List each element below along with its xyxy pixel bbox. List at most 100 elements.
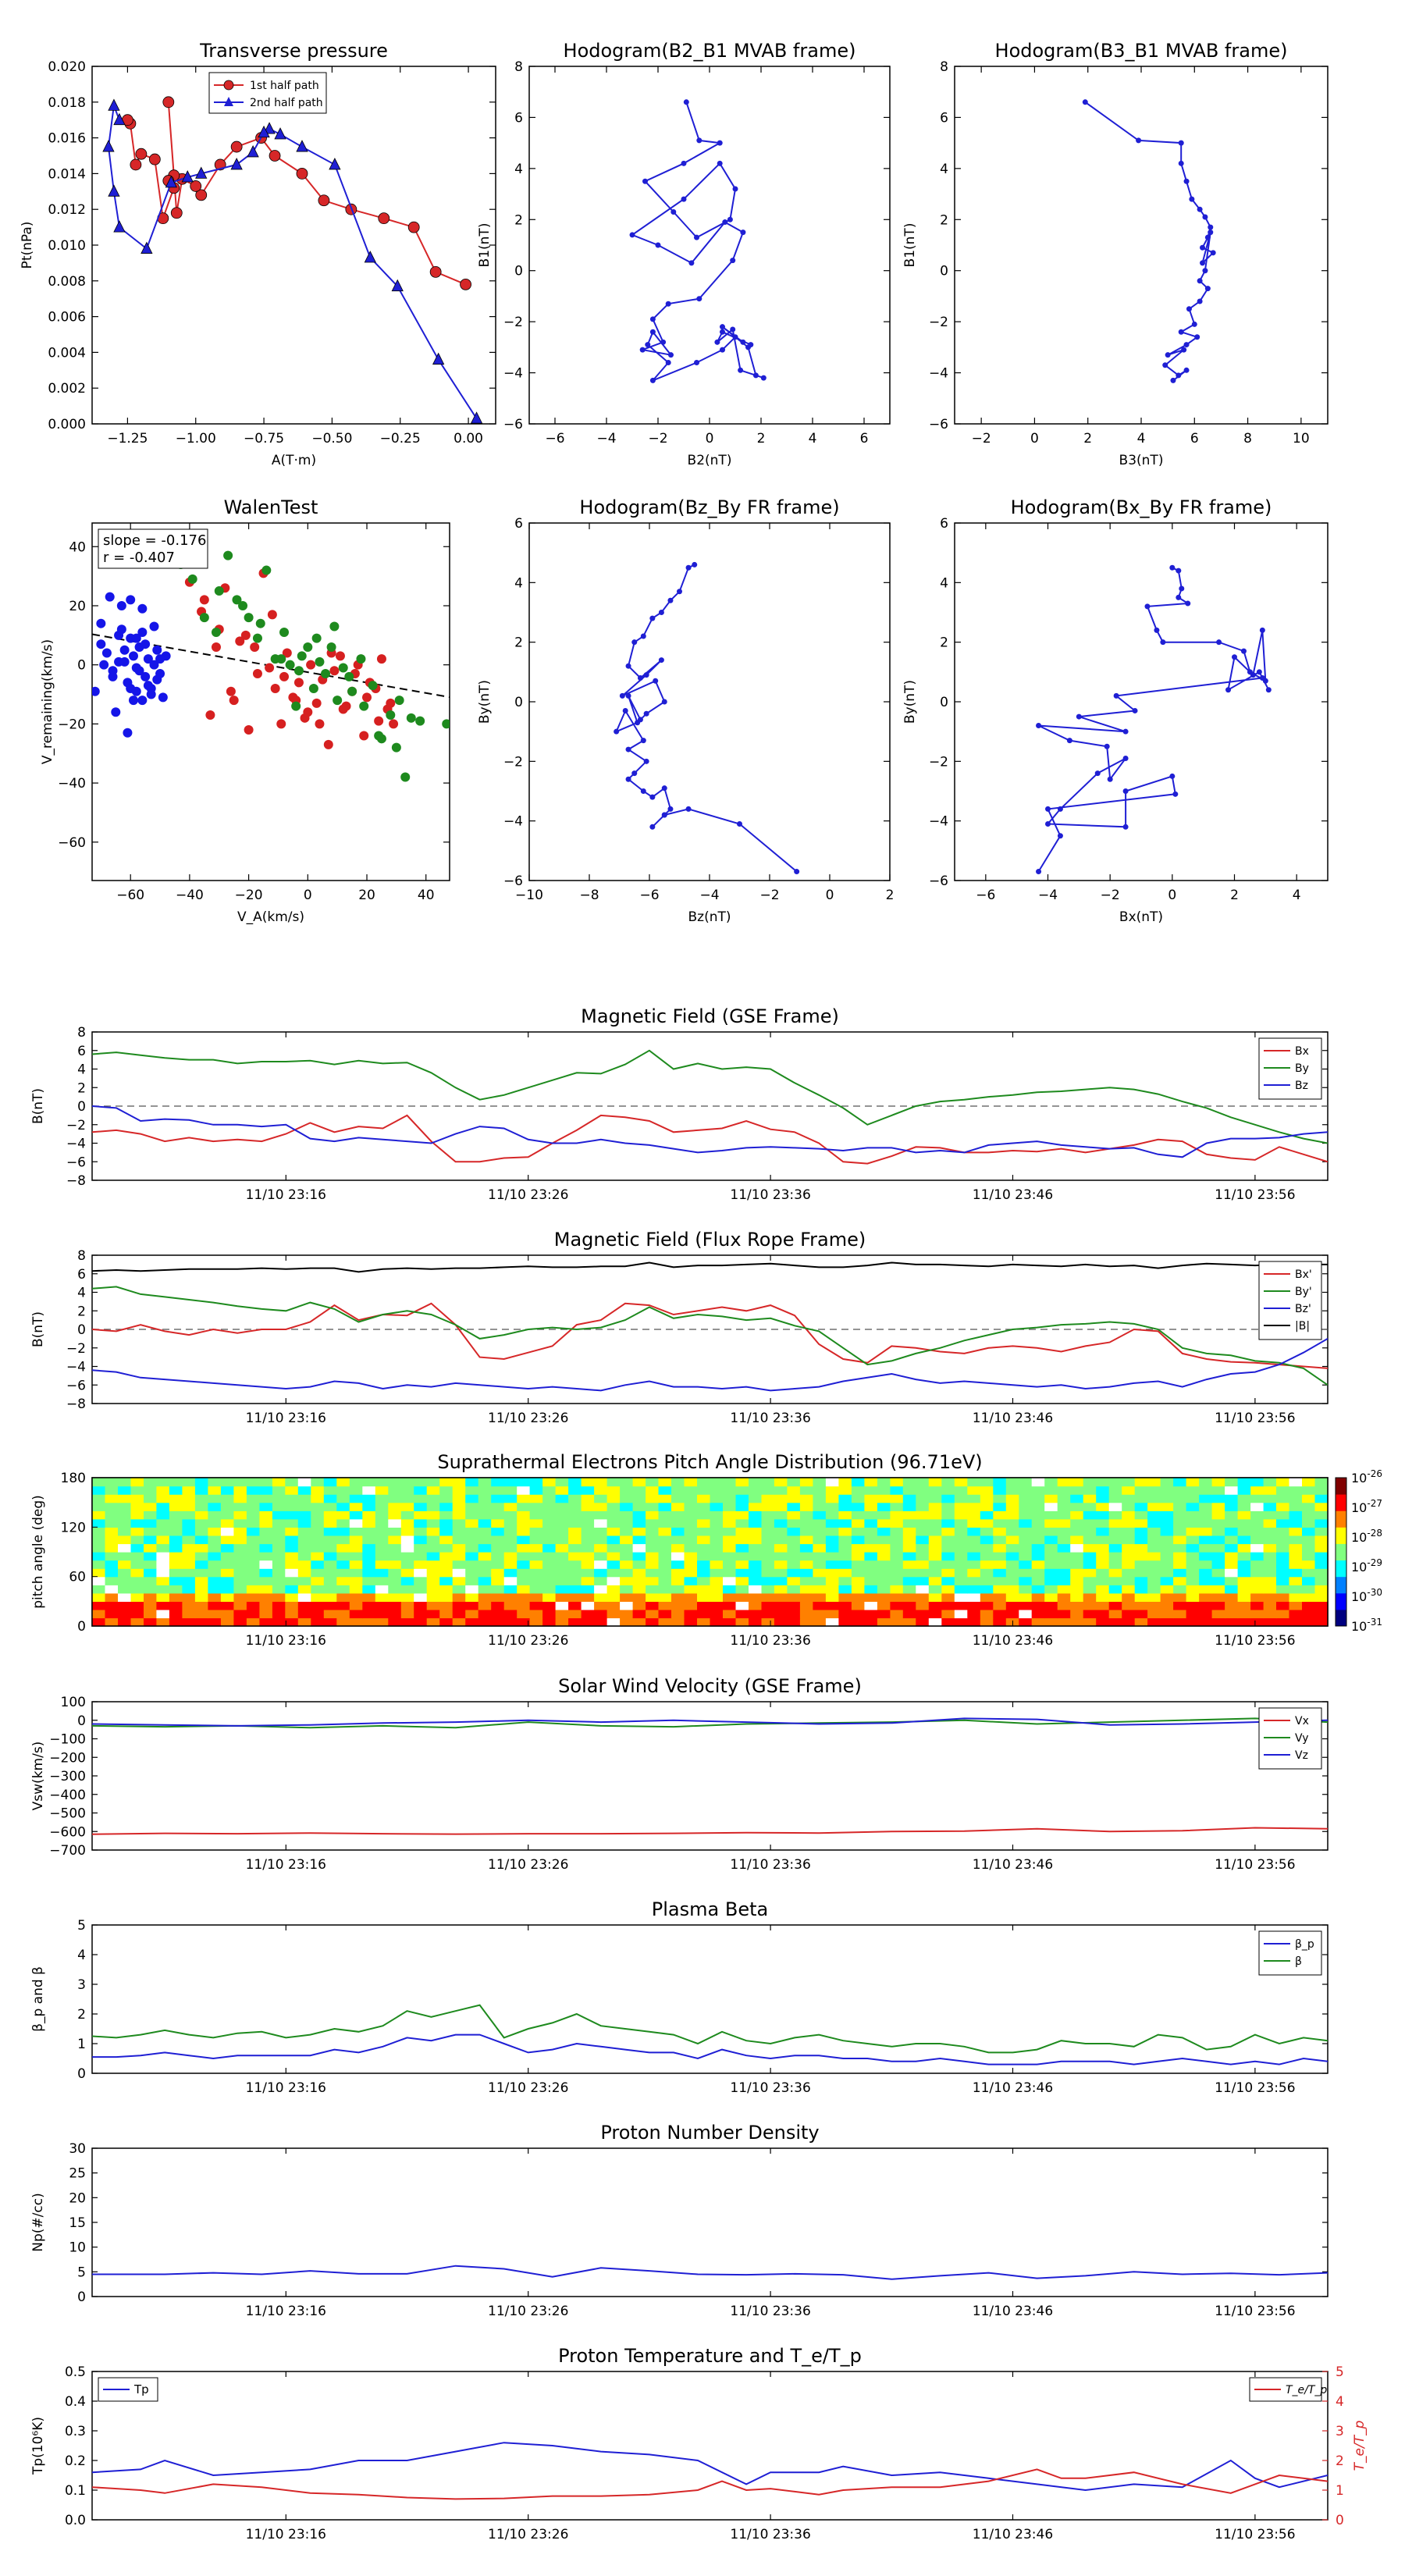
heatmap-cell (993, 1609, 1007, 1619)
y-tick-label: 4 (940, 162, 948, 177)
heatmap-cell (439, 1552, 454, 1561)
heatmap-cell (1019, 1585, 1033, 1594)
heatmap-cell (877, 1552, 891, 1561)
heatmap-cell (555, 1494, 569, 1503)
heatmap-cell (825, 1485, 839, 1495)
data-point (113, 220, 126, 233)
heatmap-cell (1276, 1609, 1290, 1619)
heatmap-cell (323, 1568, 337, 1578)
heatmap-cell (465, 1560, 479, 1569)
heatmap-cell (323, 1560, 337, 1569)
heatmap-cell (1083, 1543, 1097, 1553)
heatmap-cell (980, 1601, 994, 1610)
heatmap-cell (620, 1552, 634, 1561)
y-tick-label: 10 (69, 2240, 86, 2256)
heatmap-cell (130, 1502, 144, 1511)
heatmap-cell (1289, 1478, 1303, 1487)
heatmap-cell (555, 1560, 569, 1569)
heatmap-cell (118, 1601, 132, 1610)
data-point (303, 707, 313, 717)
x-tick-label: 11/10 23:56 (1215, 1187, 1295, 1203)
data-point (1045, 806, 1051, 812)
heatmap-cell (220, 1527, 234, 1536)
heatmap-cell (620, 1576, 634, 1585)
heatmap-cell (620, 1592, 634, 1602)
heatmap-cell (1237, 1585, 1251, 1594)
data-point (1169, 773, 1176, 779)
heatmap-cell (1031, 1617, 1045, 1627)
heatmap-cell (1250, 1601, 1264, 1610)
y-tick-label: 30 (69, 2141, 86, 2157)
heatmap-cell (144, 1560, 158, 1569)
heatmap-cell (1122, 1552, 1136, 1561)
heatmap-cell (1057, 1543, 1071, 1553)
heatmap-cell (877, 1502, 891, 1511)
data-point (645, 342, 651, 348)
heatmap-cell (1096, 1617, 1110, 1627)
heatmap-cell (311, 1617, 325, 1627)
data-point (391, 742, 401, 753)
heatmap-cell (529, 1592, 543, 1602)
heatmap-cell (825, 1494, 839, 1503)
heatmap-cell (723, 1518, 737, 1528)
heatmap-cell (208, 1617, 222, 1627)
heatmap-cell (902, 1568, 916, 1578)
heatmap-cell (92, 1527, 106, 1536)
heatmap-cell (220, 1560, 234, 1569)
heatmap-cell (671, 1543, 685, 1553)
x-tick-label: 10 (1293, 431, 1310, 447)
y-tick-label: 2 (77, 1304, 86, 1319)
heatmap-cell (156, 1494, 170, 1503)
heatmap-cell (465, 1585, 479, 1594)
heatmap-cell (1057, 1585, 1071, 1594)
heatmap-cell (400, 1568, 414, 1578)
heatmap-cell (1263, 1502, 1277, 1511)
data-point (625, 746, 631, 753)
heatmap-cell (825, 1478, 839, 1487)
heatmap-cell (1199, 1601, 1213, 1610)
heatmap-cell (426, 1568, 440, 1578)
data-point (226, 686, 236, 696)
heatmap-cell (941, 1601, 955, 1610)
heatmap-cell (581, 1535, 595, 1545)
heatmap-cell (297, 1560, 311, 1569)
heatmap-cell (993, 1527, 1007, 1536)
heatmap-cell (336, 1601, 350, 1610)
heatmap-cell (658, 1617, 672, 1627)
chart-title: Plasma Beta (652, 1898, 768, 1920)
heatmap-cell (144, 1494, 158, 1503)
heatmap-cell (1302, 1527, 1316, 1536)
heatmap-cell (439, 1494, 454, 1503)
data-point (105, 592, 115, 602)
heatmap-cell (902, 1592, 916, 1602)
heatmap-cell (105, 1609, 119, 1619)
heatmap-cell (285, 1560, 299, 1569)
heatmap-cell (1173, 1576, 1187, 1585)
heatmap-cell (710, 1518, 724, 1528)
heatmap-cell (632, 1518, 646, 1528)
heatmap-cell (954, 1601, 968, 1610)
heatmap-cell (606, 1552, 621, 1561)
data-point (205, 710, 215, 720)
heatmap-cell (233, 1485, 247, 1495)
heatmap-cell (1044, 1592, 1058, 1602)
heatmap-cell (1122, 1543, 1136, 1553)
series-line (107, 105, 478, 419)
x-tick-label: 0.00 (454, 431, 483, 447)
heatmap-cell (246, 1609, 260, 1619)
heatmap-cell (233, 1494, 247, 1503)
heatmap-cell (916, 1576, 930, 1585)
heatmap-cell (220, 1592, 234, 1602)
heatmap-cell (1044, 1560, 1058, 1569)
heatmap-cell (169, 1576, 183, 1585)
heatmap-cell (400, 1585, 414, 1594)
heatmap-cell (799, 1535, 813, 1545)
heatmap-cell (1263, 1576, 1277, 1585)
heatmap-cell (723, 1609, 737, 1619)
data-point (362, 692, 372, 703)
heatmap-cell (517, 1510, 531, 1520)
heatmap-cell (993, 1560, 1007, 1569)
heatmap-cell (1044, 1478, 1058, 1487)
data-point (152, 674, 162, 685)
